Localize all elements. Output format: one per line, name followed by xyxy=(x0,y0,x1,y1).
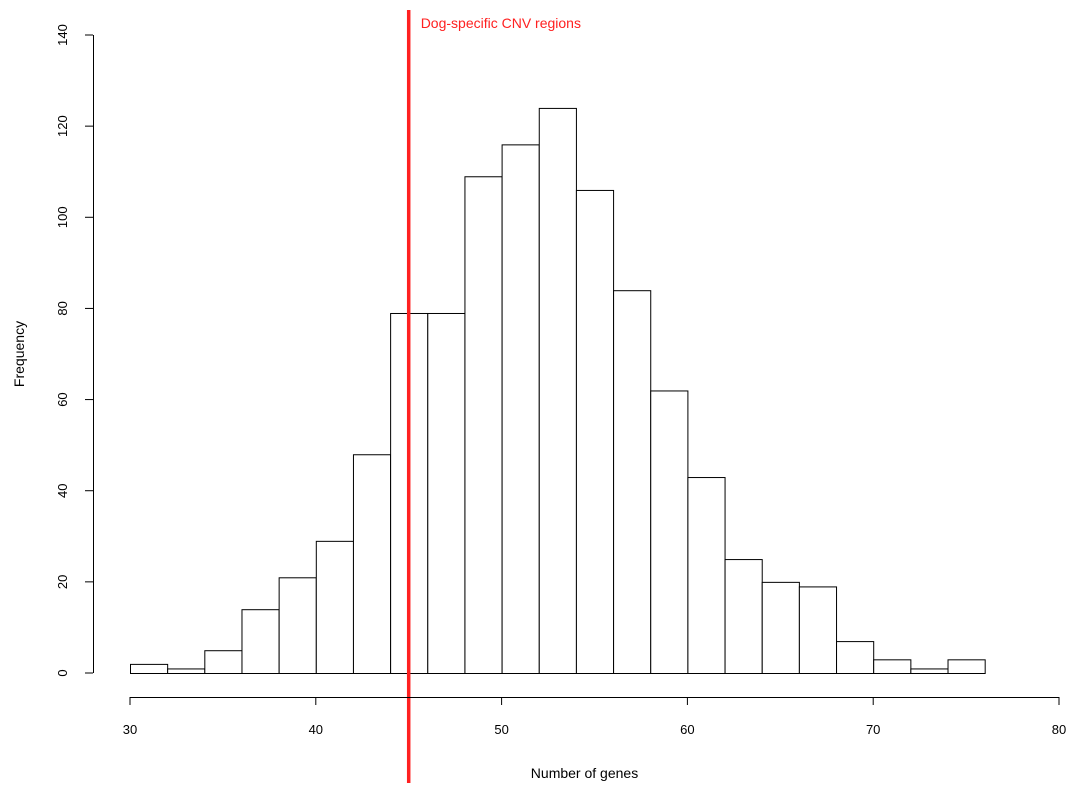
y-tick-label-140: 140 xyxy=(55,24,70,46)
x-tick-label-50: 50 xyxy=(494,722,508,737)
histogram-bar-72-74 xyxy=(910,668,949,675)
histogram-bar-66-68 xyxy=(798,586,838,675)
histogram-bars xyxy=(130,107,986,675)
x-axis: 30 40 50 60 70 80 xyxy=(123,697,1066,737)
histogram-bar-40-42 xyxy=(315,540,354,674)
histogram-bar-54-56 xyxy=(575,189,615,674)
histogram-bar-38-40 xyxy=(278,577,317,674)
x-tick-label-40: 40 xyxy=(309,722,323,737)
histogram-bar-68-70 xyxy=(836,641,875,674)
histogram-bar-56-58 xyxy=(613,290,652,674)
y-tick-label-20: 20 xyxy=(55,575,70,589)
histogram-bar-70-72 xyxy=(873,659,912,674)
y-tick-label-40: 40 xyxy=(55,483,70,497)
histogram-bar-42-44 xyxy=(352,454,392,674)
histogram-bar-36-38 xyxy=(241,609,280,675)
x-tick-label-70: 70 xyxy=(866,722,880,737)
histogram-bar-52-54 xyxy=(538,107,577,674)
histogram-bar-30-32 xyxy=(130,663,169,675)
histogram-bar-34-36 xyxy=(204,650,243,675)
y-tick-label-0: 0 xyxy=(55,669,70,676)
y-tick-label-60: 60 xyxy=(55,392,70,406)
y-tick-label-80: 80 xyxy=(55,301,70,315)
y-tick-label-120: 120 xyxy=(55,115,70,137)
y-axis: 0 20 40 60 80 100 120 140 xyxy=(55,24,94,677)
y-axis-title: Frequency xyxy=(11,321,27,387)
histogram-bar-32-34 xyxy=(167,668,206,675)
reference-line-group: Dog-specific CNV regions xyxy=(406,10,581,783)
reference-line-label: Dog-specific CNV regions xyxy=(421,15,581,31)
histogram-bar-48-50 xyxy=(464,176,503,674)
histogram-bar-58-60 xyxy=(650,390,689,674)
histogram-bar-46-48 xyxy=(427,312,466,674)
histogram-bar-62-64 xyxy=(724,559,763,674)
histogram-bar-50-52 xyxy=(501,144,540,675)
histogram-bar-64-66 xyxy=(761,581,800,674)
y-tick-label-100: 100 xyxy=(55,206,70,228)
x-tick-label-30: 30 xyxy=(123,722,137,737)
x-tick-label-60: 60 xyxy=(680,722,694,737)
histogram-bar-74-76 xyxy=(947,659,986,674)
x-tick-label-80: 80 xyxy=(1052,722,1066,737)
x-axis-title: Number of genes xyxy=(531,765,638,781)
histogram-bar-60-62 xyxy=(687,477,726,674)
